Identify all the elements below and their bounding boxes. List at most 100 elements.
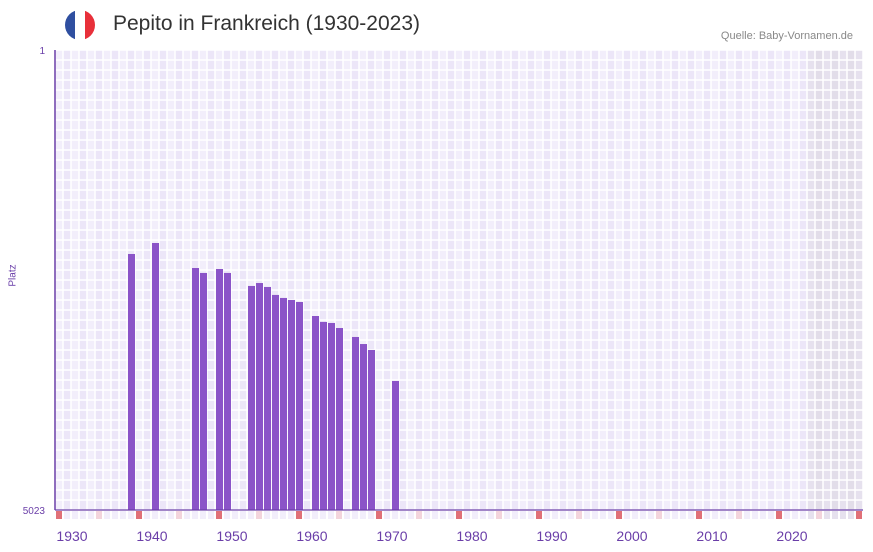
year-marker [344, 511, 350, 519]
year-marker [728, 511, 734, 519]
bar-1939 [128, 253, 135, 511]
year-marker [320, 511, 326, 519]
flag-blue [65, 10, 75, 40]
bar-1964 [328, 322, 335, 510]
y-tick-label: 5023 [23, 506, 46, 517]
year-marker [624, 511, 630, 519]
year-marker [152, 511, 158, 519]
year-marker [352, 511, 358, 519]
x-tick-label: 1980 [456, 528, 487, 544]
year-marker [96, 511, 102, 519]
x-tick-label: 2000 [616, 528, 647, 544]
year-marker [192, 511, 198, 519]
year-marker [184, 511, 190, 519]
year-marker [848, 511, 854, 519]
x-tick-label: 1930 [56, 528, 87, 544]
year-marker [256, 511, 262, 519]
bar-1958 [280, 297, 287, 510]
year-marker [672, 511, 678, 519]
year-marker [784, 511, 790, 519]
year-marker [128, 511, 134, 519]
year-marker [56, 511, 62, 519]
x-tick-label: 2010 [696, 528, 727, 544]
bar-1972 [392, 380, 399, 510]
year-marker [816, 511, 822, 519]
bar-1947 [192, 268, 199, 510]
year-marker [368, 511, 374, 519]
year-marker [536, 511, 542, 519]
year-marker [632, 511, 638, 519]
y-tick-label: 1 [39, 46, 45, 57]
year-marker [392, 511, 398, 519]
year-marker [88, 511, 94, 519]
year-marker [552, 511, 558, 519]
year-marker [384, 511, 390, 519]
bar-1957 [272, 294, 279, 510]
year-marker [248, 511, 254, 519]
year-marker [824, 511, 830, 519]
year-marker [696, 511, 702, 519]
year-marker [496, 511, 502, 519]
year-marker [288, 511, 294, 519]
year-marker [160, 511, 166, 519]
year-marker [336, 511, 342, 519]
x-tick-label: 2020 [776, 528, 807, 544]
year-marker [776, 511, 782, 519]
x-tick-label: 1970 [376, 528, 407, 544]
year-marker [240, 511, 246, 519]
bar-1959 [288, 299, 295, 510]
year-marker [488, 511, 494, 519]
bar-1963 [320, 321, 327, 510]
year-marker [656, 511, 662, 519]
year-marker [504, 511, 510, 519]
year-marker [560, 511, 566, 519]
bar-1969 [368, 349, 375, 510]
year-marker [440, 511, 446, 519]
year-marker [568, 511, 574, 519]
year-marker [200, 511, 206, 519]
year-marker [312, 511, 318, 519]
year-marker [280, 511, 286, 519]
year-marker [304, 511, 310, 519]
year-marker [832, 511, 838, 519]
year-marker [144, 511, 150, 519]
year-marker [584, 511, 590, 519]
year-marker [224, 511, 230, 519]
year-marker [400, 511, 406, 519]
year-marker [544, 511, 550, 519]
bar-1942 [152, 242, 159, 511]
year-marker [176, 511, 182, 519]
x-tick-label: 1990 [536, 528, 567, 544]
france-flag-icon [65, 10, 95, 40]
chart-title: Pepito in Frankreich (1930-2023) [113, 12, 421, 35]
year-marker [448, 511, 454, 519]
year-marker [600, 511, 606, 519]
bar-1967 [352, 336, 359, 510]
year-marker [272, 511, 278, 519]
flag-white [75, 10, 85, 40]
year-marker [456, 511, 462, 519]
year-marker [64, 511, 70, 519]
source-link[interactable]: Quelle: Baby-Vornamen.de [720, 30, 853, 42]
bar-1955 [256, 283, 263, 510]
year-marker [80, 511, 86, 519]
bar-1968 [360, 344, 367, 510]
year-marker [856, 511, 862, 519]
year-marker [808, 511, 814, 519]
year-marker [720, 511, 726, 519]
year-marker [712, 511, 718, 519]
year-marker [616, 511, 622, 519]
year-marker [704, 511, 710, 519]
bar-1954 [248, 285, 255, 510]
year-marker [800, 511, 806, 519]
year-marker [840, 511, 846, 519]
year-marker [216, 511, 222, 519]
year-marker [664, 511, 670, 519]
x-tick-label: 1950 [216, 528, 247, 544]
year-marker [328, 511, 334, 519]
bar-1965 [336, 327, 343, 510]
x-tick-label: 1960 [296, 528, 327, 544]
year-marker [416, 511, 422, 519]
bar-1960 [296, 301, 303, 510]
